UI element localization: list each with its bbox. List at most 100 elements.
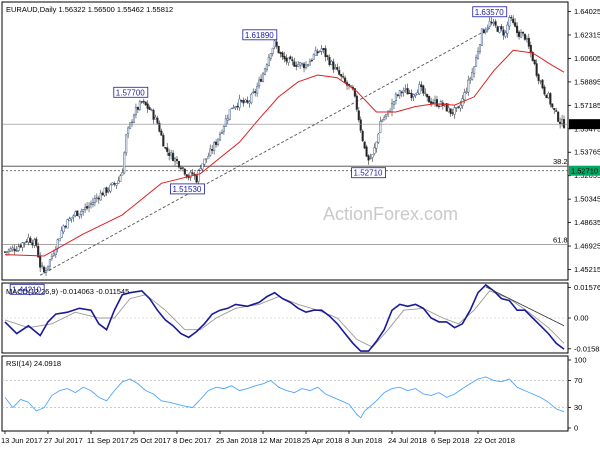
price-annotation-label: 1.44210 [12, 285, 41, 294]
candle-body [381, 119, 384, 122]
candle-body [39, 256, 42, 268]
candle-body [246, 100, 249, 103]
candle-body [385, 114, 388, 117]
candle-body [447, 107, 450, 113]
candle-body [519, 32, 523, 38]
price-annotation-label: 1.57700 [116, 88, 145, 97]
candle-body [365, 146, 368, 157]
candle-body [375, 141, 378, 149]
candle-body [316, 51, 319, 54]
candle-body [482, 29, 485, 34]
candle-body [256, 86, 259, 94]
candle-body [500, 26, 503, 30]
candle-body [475, 57, 478, 67]
price-tick-label: 1.60605 [574, 54, 600, 63]
candle-body [37, 245, 40, 258]
candle-body [207, 156, 210, 159]
price-annotation-box [9, 283, 45, 295]
candle-body [453, 107, 456, 115]
candle-body [101, 192, 104, 196]
candle-body [430, 101, 433, 104]
candle-body [142, 101, 145, 103]
candle-body [236, 105, 239, 108]
candle-body [220, 132, 223, 134]
price-axis: 1.640251.623151.606051.588951.571851.554… [568, 7, 600, 274]
rsi-panel: RSI(14) 24.0918 100 70 30 0 [1, 355, 587, 433]
candle-body [383, 117, 386, 120]
candle-body [514, 22, 517, 27]
candle-body [129, 122, 132, 129]
candle-body [504, 32, 507, 37]
candle-body [457, 106, 460, 108]
candle-body [502, 29, 505, 36]
trendline [39, 27, 490, 276]
candle-body [424, 92, 427, 94]
candle-body [291, 59, 294, 62]
candle-body [263, 68, 267, 75]
candle-body [367, 155, 370, 161]
candle-body [60, 230, 63, 238]
candle-body [418, 84, 421, 95]
price-tick-label: 1.46925 [574, 242, 600, 251]
candle-body [72, 215, 75, 218]
candle-body [216, 138, 220, 145]
candle-body [492, 21, 495, 24]
candle-body [199, 168, 202, 171]
candle-body [353, 88, 356, 97]
candle-body [420, 84, 423, 88]
rsi-line [4, 376, 565, 419]
macd-signal-line [4, 290, 565, 348]
candle-body [338, 70, 341, 75]
candle-body [404, 88, 407, 90]
candle-body [412, 94, 415, 97]
macd-tick-label: 0.015762 [574, 283, 600, 292]
candle-body [371, 154, 374, 158]
candle-body [553, 107, 556, 110]
candle-body [414, 93, 417, 96]
candle-body [15, 250, 18, 252]
price-annotation-box [113, 86, 149, 98]
candle-body [150, 109, 153, 111]
candle-body [273, 40, 276, 48]
macd-header: MACD(12,26,9) -0.014063 -0.011545 [6, 287, 129, 296]
fib-label: 38.2 [553, 157, 568, 166]
candle-body [486, 27, 489, 30]
candle-body [390, 103, 394, 113]
candle-body [87, 205, 91, 209]
candle-body [250, 93, 253, 104]
price-annotation-box [351, 167, 386, 179]
candle-body [336, 67, 339, 70]
candle-body [332, 61, 335, 70]
time-tick-label: 13 Jun 2017 [1, 436, 42, 445]
candle-body [215, 141, 218, 145]
candle-body [211, 148, 214, 151]
candle-body [119, 175, 122, 182]
candle-body [99, 192, 102, 201]
price-annotation-label: 1.63570 [475, 8, 504, 17]
candle-body [105, 187, 108, 193]
candle-body [506, 24, 509, 34]
candle-body [555, 110, 558, 112]
candle-body [539, 80, 542, 83]
rsi-tick-label: 70 [574, 376, 582, 385]
candle-body [162, 135, 165, 147]
candle-body [455, 107, 458, 109]
candle-body [359, 119, 362, 131]
candle-body [205, 158, 208, 160]
candle-body [244, 99, 247, 103]
candle-body [82, 209, 85, 212]
time-tick-label: 25 Jan 2018 [216, 436, 257, 445]
candle-body [406, 88, 409, 95]
candle-body [168, 152, 171, 156]
candle-body [242, 100, 245, 104]
candle-body [224, 118, 227, 127]
candle-body [416, 92, 419, 95]
candle-body [494, 21, 497, 26]
candle-body [314, 50, 317, 56]
candle-body [488, 21, 491, 27]
price-annotation-box [242, 29, 278, 41]
price-tick-label: 1.53765 [574, 148, 600, 157]
candle-body [93, 198, 96, 203]
candle-body [17, 246, 20, 251]
candle-body [400, 91, 403, 94]
